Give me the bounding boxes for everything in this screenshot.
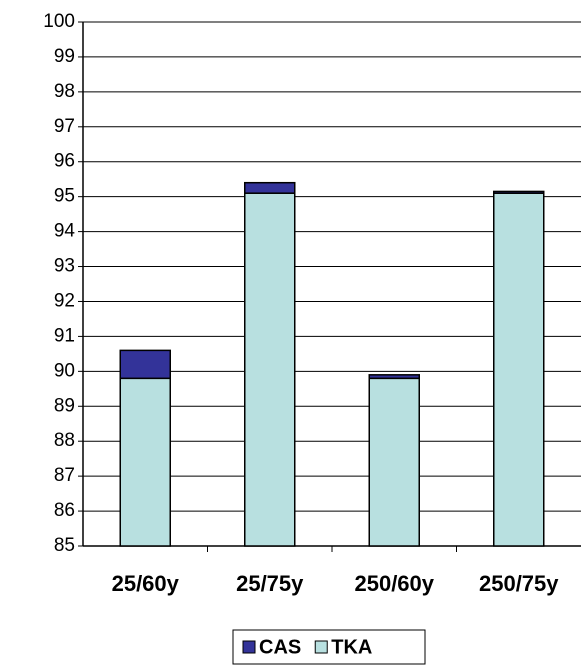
y-tick-label: 99 [54,46,75,67]
y-tick-label: 92 [54,290,75,311]
bar-segment [493,192,545,547]
legend-swatch [242,640,256,654]
legend-label: TKA [331,636,372,658]
y-tick-label: 94 [54,221,76,242]
y-tick-label: 96 [54,151,75,172]
bar-segment [368,374,420,380]
y-tick-label: 87 [54,465,75,486]
bar-segment [244,181,296,194]
x-tick-label: 25/75y [236,571,304,596]
y-tick-label: 95 [54,186,75,207]
y-tick-label: 89 [54,395,75,416]
x-tick-label: 25/60y [112,571,180,596]
bar-segment [493,190,545,194]
y-tick-label: 86 [54,500,75,521]
bar-segment [368,377,420,547]
y-tick-label: 90 [54,360,75,381]
y-tick-label: 91 [54,325,75,346]
y-tick-label: 93 [54,256,75,277]
x-tick-label: 250/60y [354,571,434,596]
bar-segment [244,192,296,547]
bar-segment [119,377,171,547]
bar-segment [119,349,171,380]
y-tick-label: 88 [54,430,75,451]
y-tick-label: 85 [54,535,75,556]
y-tick-label: 100 [43,11,75,32]
y-tick-label: 97 [54,116,75,137]
legend-box [232,629,426,665]
x-tick-label: 250/75y [479,571,559,596]
y-tick-label: 98 [54,81,75,102]
legend-label: CAS [259,636,301,658]
legend-swatch [314,640,328,654]
